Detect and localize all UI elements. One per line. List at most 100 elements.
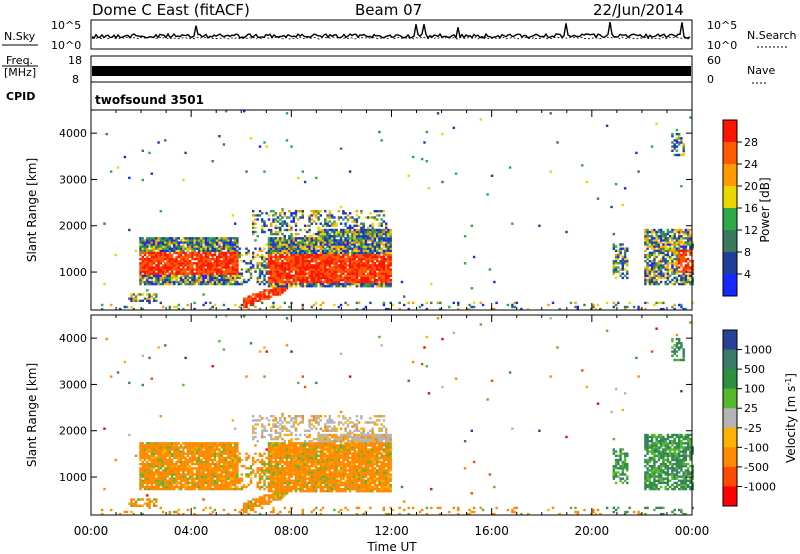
power-cell (673, 262, 676, 265)
power-cell (200, 274, 203, 277)
power-cell (576, 307, 579, 311)
velocity-cell (252, 425, 255, 428)
power-cell (371, 255, 374, 259)
power-cell (671, 266, 674, 269)
power-cell (346, 237, 350, 240)
velocity-cell (152, 467, 156, 470)
power-cell (369, 301, 372, 305)
power-cell (596, 197, 600, 200)
velocity-cell (191, 477, 194, 480)
power-cell (148, 251, 151, 255)
power-cell (364, 282, 368, 286)
power-cell (193, 243, 196, 246)
power-cell (348, 239, 352, 242)
power-cell (168, 274, 171, 277)
power-cell (148, 274, 151, 277)
velocity-cell (204, 458, 208, 462)
power-cell (355, 301, 359, 305)
power-cell (288, 305, 291, 309)
power-cell (319, 222, 322, 225)
power-cell (146, 243, 149, 246)
power-cell (653, 228, 656, 232)
power-cell (272, 264, 275, 267)
power-cell (389, 280, 392, 284)
power-cell (150, 172, 153, 175)
velocity-cell (188, 442, 192, 445)
power-cell (209, 307, 212, 311)
velocity-cell (200, 477, 203, 480)
velocity-cell (143, 485, 147, 489)
velocity-cell (236, 481, 239, 485)
power-cell (274, 232, 277, 236)
power-cell (155, 243, 158, 246)
power-cell (270, 232, 273, 236)
power-cell (254, 214, 257, 217)
velocity-cell (173, 477, 176, 480)
power-cell (373, 216, 377, 219)
power-cell (308, 268, 311, 271)
power-cell (378, 243, 381, 246)
velocity-cell (193, 473, 196, 476)
velocity-cell (231, 473, 235, 476)
power-cell (197, 270, 201, 273)
power-cell (234, 222, 237, 225)
power-cell (227, 237, 230, 240)
velocity-cell (175, 481, 178, 485)
power-cell (357, 216, 361, 219)
power-cell (220, 276, 223, 280)
power-cell (283, 264, 286, 267)
power-cell (452, 301, 455, 305)
velocity-cell (274, 458, 277, 462)
velocity-cell (157, 469, 160, 472)
power-cell (202, 260, 205, 263)
velocity-cell (229, 465, 232, 468)
power-cell (342, 266, 345, 269)
power-cell (227, 266, 230, 269)
power-cell (159, 251, 162, 255)
power-cell (164, 272, 167, 275)
velocity-cell (202, 467, 205, 470)
velocity-cell (139, 483, 142, 487)
power-cell (301, 243, 304, 246)
velocity-cell (197, 442, 201, 445)
velocity-cell (188, 444, 192, 447)
velocity-cell (234, 462, 237, 466)
velocity-cell (256, 471, 259, 474)
power-cell (319, 228, 322, 232)
power-cell (385, 270, 388, 273)
power-cell (315, 260, 318, 263)
velocity-cell (240, 458, 244, 462)
power-cell (229, 237, 232, 240)
power-cell (157, 241, 160, 244)
power-cell (294, 251, 298, 255)
velocity-cell (274, 498, 277, 501)
power-cell (193, 301, 196, 305)
power-cell (281, 224, 284, 227)
power-cell (166, 266, 169, 269)
power-cell (188, 237, 192, 240)
velocity-cell (216, 454, 219, 457)
velocity-cell (272, 467, 275, 470)
velocity-cell (157, 448, 160, 451)
power-cell (175, 257, 178, 261)
power-cell (276, 293, 280, 296)
power-cell (682, 274, 685, 277)
velocity-cell (206, 473, 210, 476)
power-cell (272, 303, 275, 307)
velocity-cell (179, 487, 183, 491)
power-cell (360, 253, 363, 257)
power-cell (653, 262, 656, 265)
power-cell (303, 245, 307, 248)
power-cell (682, 247, 685, 250)
power-cell (211, 245, 214, 248)
power-cell (387, 232, 390, 236)
velocity-cell (238, 487, 241, 491)
power-cell (378, 276, 381, 280)
power-cell (179, 253, 183, 257)
power-cell (673, 235, 676, 238)
power-cell (276, 285, 280, 288)
power-cell (261, 295, 264, 298)
power-cell (367, 272, 370, 275)
velocity-cell (249, 508, 253, 512)
power-cell (258, 280, 262, 284)
